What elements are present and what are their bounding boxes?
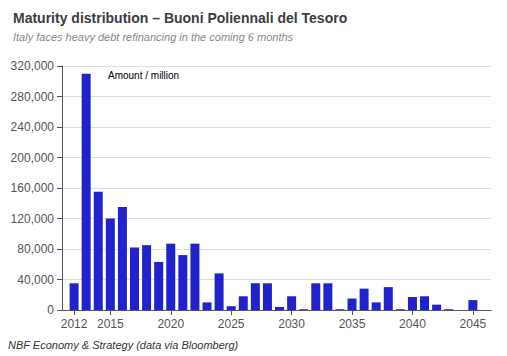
svg-text:2040: 2040 xyxy=(399,317,426,331)
svg-text:2015: 2015 xyxy=(97,317,124,331)
svg-text:NBF Economy & Strategy (data v: NBF Economy & Strategy (data via Bloombe… xyxy=(8,339,239,351)
svg-text:160,000: 160,000 xyxy=(11,181,55,195)
svg-text:2030: 2030 xyxy=(278,317,305,331)
svg-text:Italy faces heavy debt refinan: Italy faces heavy debt refinancing in th… xyxy=(13,31,294,43)
svg-text:0: 0 xyxy=(47,303,54,317)
svg-text:240,000: 240,000 xyxy=(11,120,55,134)
svg-text:120,000: 120,000 xyxy=(11,212,55,226)
svg-text:2045: 2045 xyxy=(460,317,487,331)
svg-text:200,000: 200,000 xyxy=(11,151,55,165)
svg-text:Amount / million: Amount / million xyxy=(108,70,179,81)
svg-text:280,000: 280,000 xyxy=(11,90,55,104)
svg-text:2020: 2020 xyxy=(157,317,184,331)
svg-text:Maturity distribution – Buoni: Maturity distribution – Buoni Poliennali… xyxy=(13,10,347,26)
svg-text:40,000: 40,000 xyxy=(17,273,54,287)
svg-text:2035: 2035 xyxy=(339,317,366,331)
svg-text:80,000: 80,000 xyxy=(17,242,54,256)
svg-text:2025: 2025 xyxy=(218,317,245,331)
svg-text:2012: 2012 xyxy=(61,317,88,331)
svg-text:320,000: 320,000 xyxy=(11,59,55,73)
